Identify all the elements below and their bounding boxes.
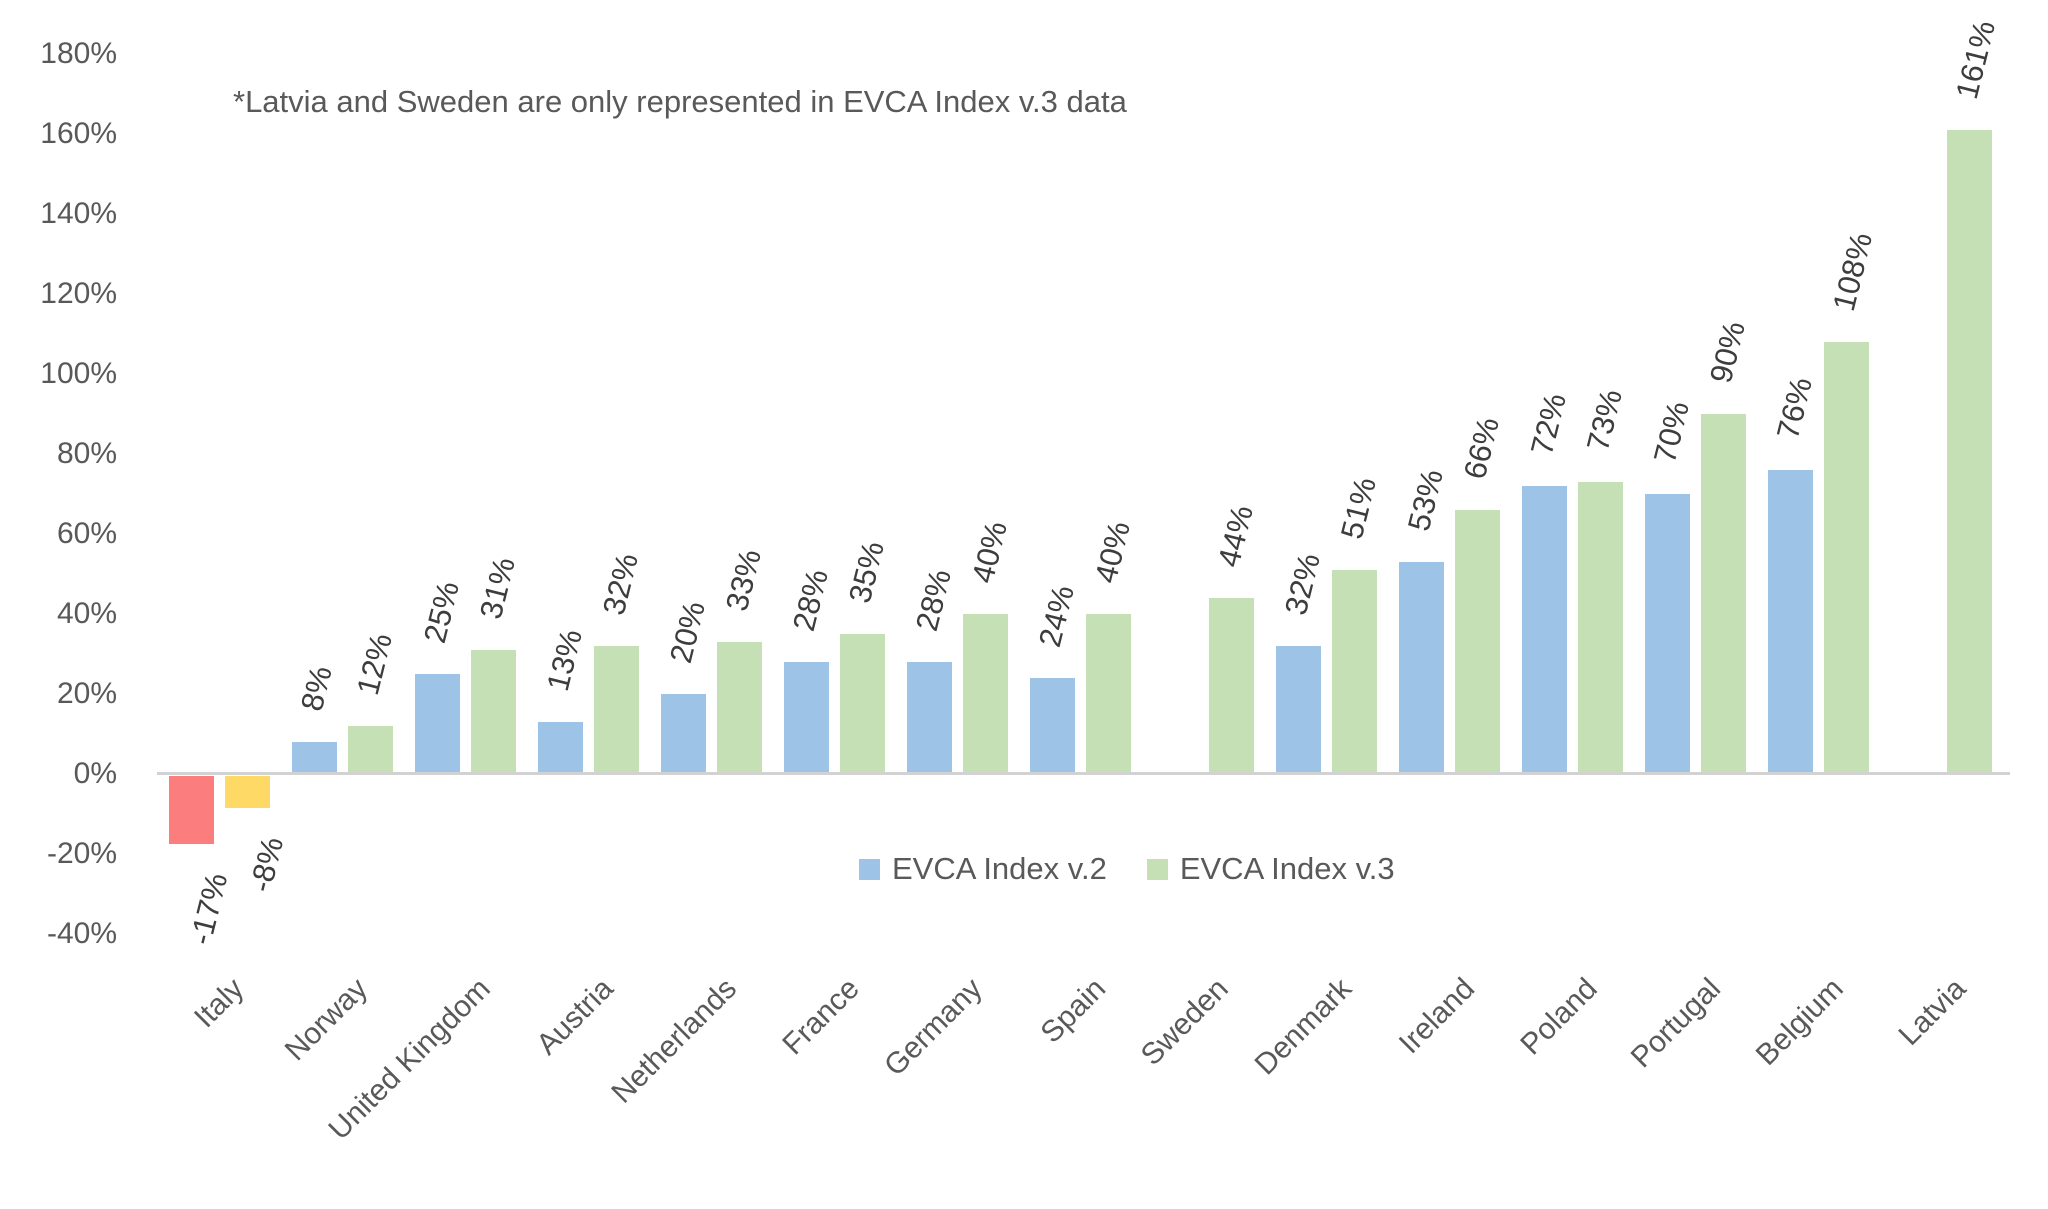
bar-v2 — [538, 722, 583, 774]
bar-v2 — [1522, 486, 1567, 774]
bar-value-label: 35% — [841, 537, 891, 607]
bar-value-label: 32% — [595, 549, 645, 619]
y-tick-label: 160% — [40, 117, 117, 150]
bar-value-label: 13% — [539, 625, 589, 695]
bar-v2 — [1030, 678, 1075, 774]
legend: EVCA Index v.2 EVCA Index v.3 — [859, 851, 1395, 887]
y-tick-label: 100% — [40, 357, 117, 390]
bar-v2 — [415, 674, 460, 774]
bar-v2 — [1399, 562, 1444, 774]
bar-v2 — [1276, 646, 1321, 774]
legend-item-evca-v3: EVCA Index v.3 — [1146, 851, 1395, 887]
bar-value-label: 40% — [964, 517, 1014, 587]
bar-value-label: 108% — [1825, 229, 1879, 315]
bar-value-label: 44% — [1210, 501, 1260, 571]
x-category-label: Sweden — [1134, 972, 1235, 1073]
bar-value-label: 90% — [1702, 317, 1752, 387]
y-tick-label: 180% — [40, 37, 117, 70]
bar-v3 — [1578, 482, 1623, 774]
bar-v3 — [1947, 130, 1992, 774]
bar-value-label: 12% — [349, 629, 399, 699]
x-category-label: Spain — [1034, 972, 1112, 1050]
bar-value-label: 8% — [293, 662, 339, 715]
bar-value-label: 161% — [1948, 17, 2002, 103]
x-axis-line — [157, 772, 2010, 775]
legend-swatch-evca-v2-icon — [859, 858, 880, 880]
x-category-label: Germany — [878, 972, 989, 1083]
bar-v3 — [840, 634, 885, 774]
bar-v3 — [225, 776, 270, 808]
bar-v3 — [1701, 414, 1746, 774]
bar-v3 — [471, 650, 516, 774]
legend-swatch-evca-v3-icon — [1146, 858, 1168, 880]
bar-v2 — [1645, 494, 1690, 774]
bar-value-label: -8% — [243, 833, 291, 896]
bar-v2 — [169, 776, 214, 844]
legend-item-evca-v2: EVCA Index v.2 — [859, 851, 1107, 887]
y-tick-label: 40% — [56, 597, 117, 630]
bar-value-label: 66% — [1456, 413, 1506, 483]
bar-v2 — [292, 742, 337, 774]
x-category-label: Denmark — [1248, 972, 1358, 1082]
legend-label-evca-v3: EVCA Index v.3 — [1179, 851, 1395, 886]
legend-label-evca-v2: EVCA Index v.2 — [892, 851, 1107, 886]
bar-v3 — [1332, 570, 1377, 774]
y-tick-label: 20% — [56, 677, 117, 710]
bar-v3 — [1209, 598, 1254, 774]
x-category-label: Austria — [530, 972, 620, 1062]
x-category-label: Italy — [188, 972, 251, 1035]
bar-v2 — [784, 662, 829, 774]
bar-value-label: 53% — [1400, 465, 1450, 535]
bar-value-label: 24% — [1031, 581, 1081, 651]
bar-v3 — [1824, 342, 1869, 774]
bar-v3 — [963, 614, 1008, 774]
bar-value-label: 32% — [1277, 549, 1327, 619]
bar-value-label: 76% — [1769, 373, 1819, 443]
bar-v2 — [661, 694, 706, 774]
bar-value-label: 31% — [472, 553, 522, 623]
bar-v3 — [1455, 510, 1500, 774]
bar-v2 — [907, 662, 952, 774]
x-category-label: Ireland — [1392, 972, 1481, 1061]
y-tick-label: -20% — [46, 837, 117, 870]
x-category-label: Belgium — [1749, 972, 1850, 1072]
bar-value-label: 70% — [1646, 397, 1696, 467]
bar-value-label: 28% — [785, 565, 835, 635]
x-category-label: France — [776, 972, 866, 1062]
bar-value-label: 51% — [1333, 473, 1383, 543]
y-tick-label: 120% — [40, 277, 117, 310]
bar-value-label: 73% — [1579, 385, 1629, 455]
bar-value-label: 40% — [1087, 517, 1137, 587]
bar-v3 — [348, 726, 393, 774]
bar-value-label: 20% — [662, 597, 712, 667]
x-category-label: Poland — [1514, 972, 1604, 1062]
bar-v2 — [1768, 470, 1813, 774]
x-category-label: Portugal — [1624, 972, 1727, 1075]
bar-value-label: 25% — [416, 577, 466, 647]
chart-annotation: *Latvia and Sweden are only represented … — [233, 84, 1127, 119]
y-tick-label: 0% — [73, 757, 117, 790]
x-category-label: Norway — [278, 972, 374, 1068]
x-category-label: Latvia — [1892, 972, 1973, 1052]
bar-value-label: 72% — [1523, 389, 1573, 459]
bar-v3 — [1086, 614, 1131, 774]
x-category-label: Netherlands — [605, 972, 743, 1110]
y-tick-label: 60% — [56, 517, 117, 550]
bar-value-label: -17% — [183, 869, 235, 949]
bar-v3 — [594, 646, 639, 774]
bar-v3 — [717, 642, 762, 774]
y-tick-label: 80% — [56, 437, 117, 470]
bar-value-label: 28% — [908, 565, 958, 635]
bar-value-label: 33% — [718, 545, 768, 615]
y-tick-label: 140% — [40, 197, 117, 230]
y-tick-label: -40% — [46, 917, 117, 950]
